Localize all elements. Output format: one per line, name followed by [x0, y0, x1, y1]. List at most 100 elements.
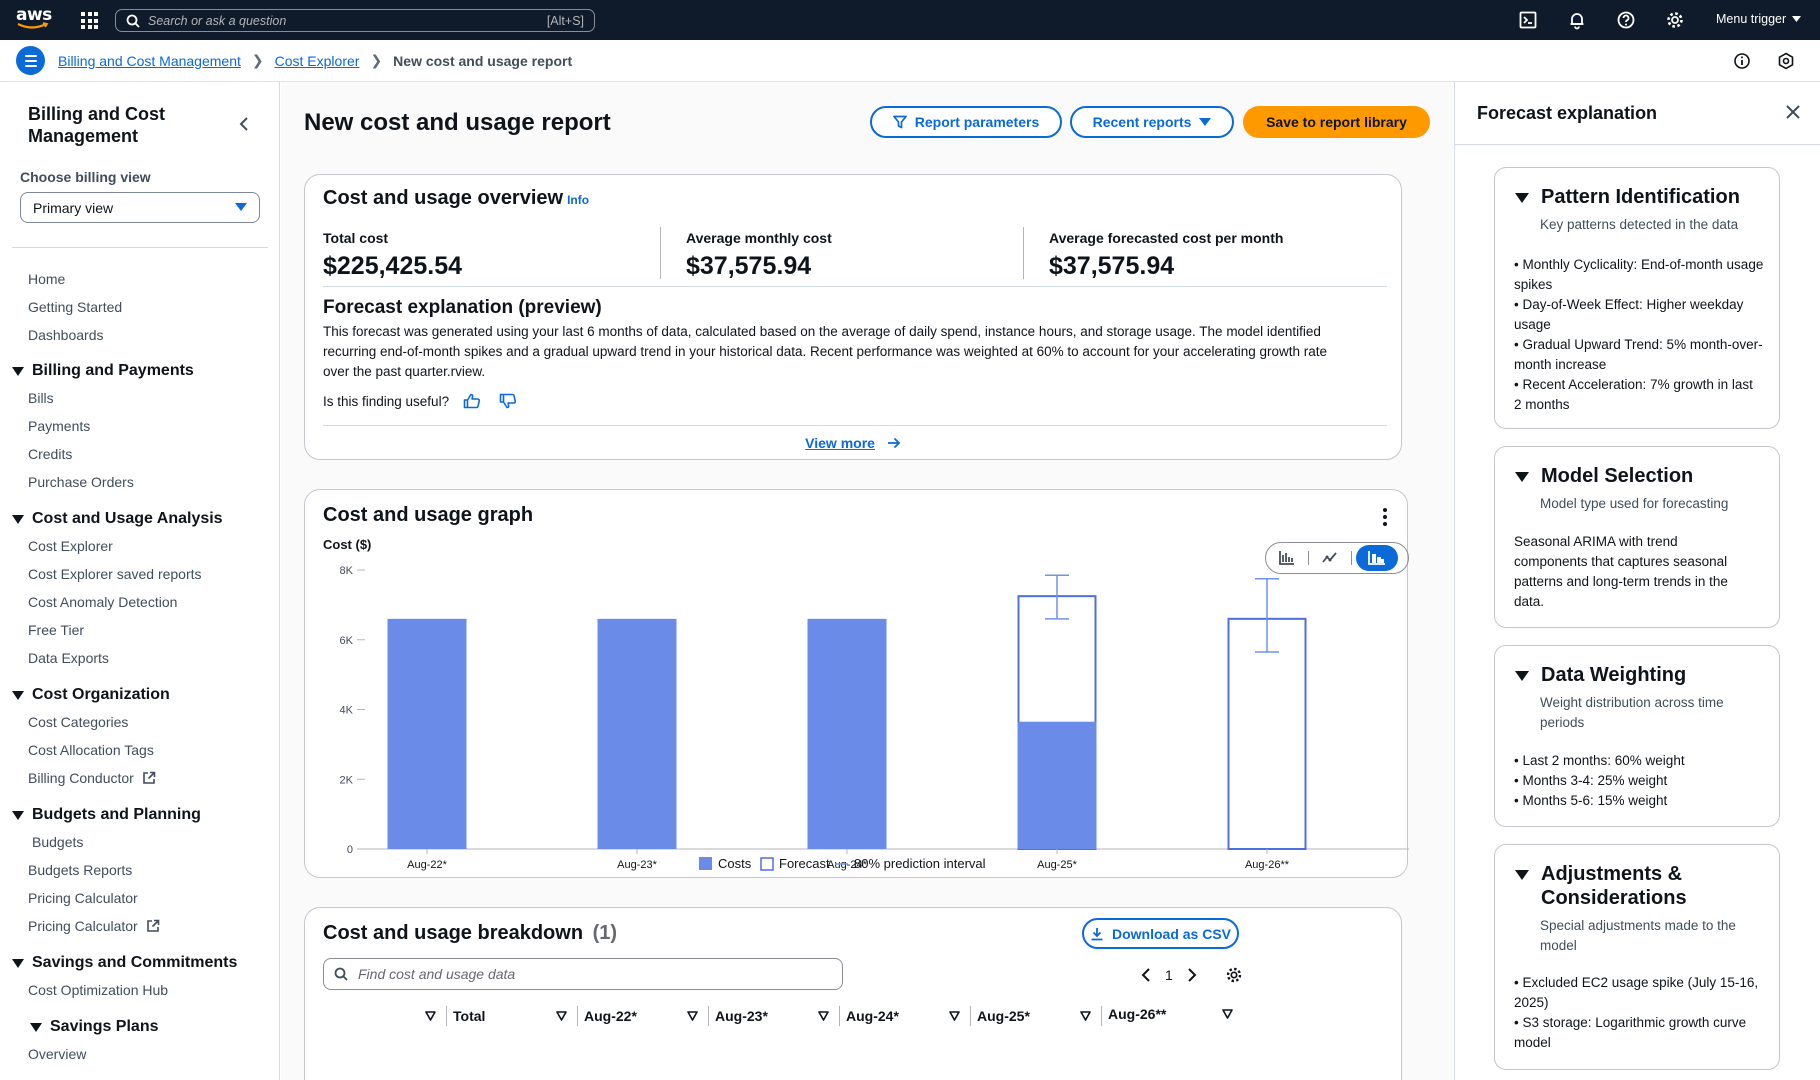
- line-chart-icon: [1322, 552, 1337, 563]
- column-header[interactable]: [323, 1006, 447, 1026]
- kpi-label: Total cost: [323, 230, 389, 246]
- sort-icon: [1222, 1009, 1233, 1019]
- column-separator[interactable]: [577, 1006, 578, 1026]
- column-separator[interactable]: [708, 1006, 709, 1026]
- column-header[interactable]: Aug-24*: [846, 1006, 971, 1026]
- sidebar-item-billing-conductor[interactable]: Billing Conductor: [28, 770, 156, 786]
- sidebar-item-dashboards[interactable]: Dashboards: [28, 327, 104, 343]
- sidebar-item-free-tier[interactable]: Free Tier: [28, 622, 85, 638]
- line-chart-option[interactable]: [1309, 545, 1351, 571]
- nav-label: Pricing Calculator: [28, 918, 138, 934]
- card-bullets: • Excluded EC2 usage spike (July 15-16, …: [1514, 973, 1764, 1053]
- column-header[interactable]: Total: [453, 1006, 578, 1026]
- card-header[interactable]: Pattern Identification: [1515, 185, 1740, 209]
- billing-view-select[interactable]: Primary view: [20, 192, 260, 223]
- menu-trigger[interactable]: Menu trigger: [1716, 12, 1802, 26]
- cost-usage-breakdown-card: Cost and usage breakdown (1) Download as…: [304, 907, 1402, 1080]
- global-search-input[interactable]: Search or ask a question [Alt+S]: [115, 9, 595, 32]
- chart-type-toggle[interactable]: [1265, 542, 1409, 574]
- sidebar-item-data-exports[interactable]: Data Exports: [28, 650, 109, 666]
- bar-chart-icon: [1279, 551, 1294, 565]
- column-separator[interactable]: [970, 1006, 971, 1026]
- sidebar-item-bills[interactable]: Bills: [28, 390, 54, 406]
- breakdown-search-input[interactable]: Find cost and usage data: [323, 958, 843, 990]
- thumbs-down-icon[interactable]: [499, 393, 517, 409]
- table-settings-gear-icon[interactable]: [1225, 966, 1243, 984]
- panel-divider: [1455, 144, 1820, 145]
- column-separator[interactable]: [446, 1006, 447, 1026]
- sidebar-item-budgets[interactable]: Budgets: [32, 834, 84, 850]
- view-more-link[interactable]: View more: [305, 435, 1401, 451]
- card-header[interactable]: Adjustments & Considerations: [1515, 862, 1751, 910]
- sidebar-section-cost-organization[interactable]: Cost Organization: [12, 686, 170, 704]
- column-header[interactable]: Aug-23*: [715, 1006, 840, 1026]
- save-to-report-library-button[interactable]: Save to report library: [1243, 106, 1430, 138]
- bar-chart-option[interactable]: [1266, 545, 1308, 571]
- sidebar-item-pricing-calculator[interactable]: Pricing Calculator: [28, 890, 138, 906]
- column-header[interactable]: Aug-25*: [977, 1006, 1102, 1026]
- split-panel-icon[interactable]: [1777, 52, 1795, 70]
- column-separator[interactable]: [839, 1006, 840, 1026]
- breadcrumb-bar: Billing and Cost Management ❯ Cost Explo…: [0, 40, 1820, 82]
- sidebar-item-cost-explorer[interactable]: Cost Explorer: [28, 538, 113, 554]
- card-header[interactable]: Model Selection: [1515, 464, 1693, 488]
- apps-grid-icon[interactable]: [81, 12, 98, 29]
- sidebar-item-credits[interactable]: Credits: [28, 446, 73, 462]
- y-tick-label: 4K: [340, 705, 354, 717]
- sidebar-section-savings-commitments[interactable]: Savings and Commitments: [12, 954, 237, 972]
- breadcrumb-billing[interactable]: Billing and Cost Management: [58, 52, 241, 69]
- settings-gear-icon[interactable]: [1665, 10, 1685, 30]
- sidebar-item-purchase-orders[interactable]: Purchase Orders: [28, 474, 134, 490]
- report-parameters-button[interactable]: Report parameters: [870, 106, 1062, 138]
- billing-view-label: Choose billing view: [20, 169, 151, 185]
- card-title: Adjustments & Considerations: [1541, 863, 1687, 909]
- sidebar-section-billing-payments[interactable]: Billing and Payments: [12, 362, 194, 380]
- column-separator[interactable]: [1101, 1006, 1102, 1026]
- chevron-right-icon[interactable]: [1187, 968, 1197, 982]
- notifications-bell-icon[interactable]: [1567, 10, 1587, 30]
- close-icon[interactable]: [1785, 104, 1801, 120]
- sidebar-item-cost-categories[interactable]: Cost Categories: [28, 714, 129, 730]
- breadcrumb-cost-explorer[interactable]: Cost Explorer: [274, 52, 360, 69]
- sidebar-item-getting-started[interactable]: Getting Started: [28, 299, 123, 315]
- navigation-menu-button[interactable]: [16, 46, 45, 75]
- help-icon[interactable]: [1616, 10, 1636, 30]
- breadcrumb: Billing and Cost Management ❯ Cost Explo…: [58, 52, 572, 69]
- aws-logo-text: aws: [16, 5, 52, 25]
- column-header[interactable]: Aug-26**: [1108, 1006, 1233, 1022]
- collapse-sidebar-icon[interactable]: [238, 116, 250, 132]
- sidebar-item-cost-optimization-hub[interactable]: Cost Optimization Hub: [28, 982, 169, 998]
- cloudshell-icon[interactable]: [1518, 10, 1538, 30]
- card-title: Pattern Identification: [1541, 186, 1740, 208]
- column-header[interactable]: Aug-22*: [584, 1006, 709, 1026]
- stacked-bar-chart-option[interactable]: [1356, 545, 1398, 571]
- column-header-label: Aug-24*: [846, 1008, 899, 1024]
- chevron-left-icon[interactable]: [1141, 968, 1151, 982]
- sidebar-item-home[interactable]: Home: [28, 271, 66, 287]
- sidebar-item-budgets-reports[interactable]: Budgets Reports: [28, 862, 133, 878]
- info-icon[interactable]: [1733, 52, 1751, 70]
- breakdown-search-placeholder: Find cost and usage data: [358, 966, 516, 982]
- sidebar-item-payments[interactable]: Payments: [28, 418, 91, 434]
- section-label: Cost and Usage Analysis: [32, 510, 223, 527]
- download-csv-button[interactable]: Download as CSV: [1082, 918, 1239, 949]
- sidebar-item-saved-reports[interactable]: Cost Explorer saved reports: [28, 566, 202, 582]
- sidebar-item-pricing-calculator-external[interactable]: Pricing Calculator: [28, 918, 160, 934]
- list-item: • Last 2 months: 60% weight: [1514, 753, 1685, 768]
- sidebar-section-cost-usage-analysis[interactable]: Cost and Usage Analysis: [12, 510, 223, 528]
- recent-reports-button[interactable]: Recent reports: [1070, 106, 1234, 138]
- thumbs-up-icon[interactable]: [463, 393, 481, 409]
- sidebar-item-overview[interactable]: Overview: [28, 1046, 87, 1062]
- sidebar-item-cost-allocation-tags[interactable]: Cost Allocation Tags: [28, 742, 154, 758]
- kpi-value: $225,425.54: [323, 252, 463, 280]
- data-weighting-card: Data Weighting Weight distribution acros…: [1494, 645, 1780, 827]
- sidebar-section-budgets-planning[interactable]: Budgets and Planning: [12, 806, 201, 824]
- page-number[interactable]: 1: [1165, 967, 1173, 983]
- legend-costs-label: Costs: [718, 856, 752, 871]
- more-actions-icon[interactable]: [1383, 508, 1387, 526]
- card-header[interactable]: Data Weighting: [1515, 663, 1686, 687]
- sidebar-item-anomaly-detection[interactable]: Cost Anomaly Detection: [28, 594, 178, 610]
- sidebar-subsection-savings-plans[interactable]: Savings Plans: [30, 1018, 159, 1036]
- info-link[interactable]: Info: [567, 193, 590, 207]
- aws-logo[interactable]: aws: [16, 7, 52, 33]
